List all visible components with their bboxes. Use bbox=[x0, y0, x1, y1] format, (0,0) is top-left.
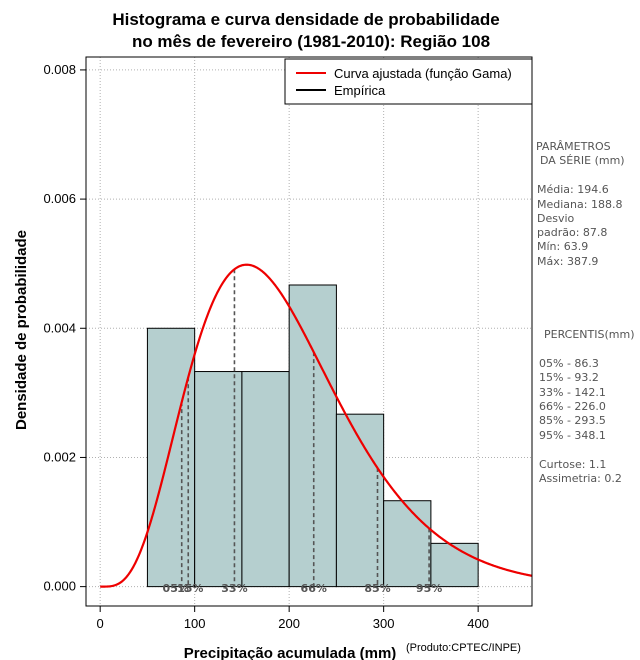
legend: Curva ajustada (função Gama) Empírica bbox=[284, 58, 533, 105]
x-axis-label: Precipitação acumulada (mm) bbox=[184, 645, 397, 660]
histogram-bar-2 bbox=[241, 371, 290, 588]
stat-curtose: Curtose: 1.1 bbox=[539, 458, 606, 471]
stat-desvio-2: padrão: 87.8 bbox=[537, 226, 607, 239]
y-tick-label-1: 0.002 bbox=[43, 449, 76, 464]
percentile-label-05%: 05% bbox=[163, 582, 189, 595]
percentile-label-85%: 85% bbox=[364, 582, 390, 595]
credit-text: (Produto:CPTEC/INPE) bbox=[406, 642, 521, 654]
params-title-1: PARÂMETROS bbox=[536, 140, 611, 153]
stat-mediana: Mediana: 188.8 bbox=[537, 198, 622, 211]
histogram-bars bbox=[146, 284, 479, 588]
stat-assimetria: Assimetria: 0.2 bbox=[539, 472, 622, 485]
stat-desvio-1: Desvio bbox=[537, 212, 575, 225]
percentile-label-33%: 33% bbox=[221, 582, 247, 595]
stat-min: Mín: 63.9 bbox=[537, 240, 588, 253]
series-parameters-panel: PARÂMETROS DA SÉRIE (mm) Média: 194.6 Me… bbox=[536, 140, 625, 268]
y-axis-label: Densidade de probabilidade bbox=[13, 230, 30, 430]
percentile-66: 66% - 226.0 bbox=[539, 400, 606, 413]
legend-box bbox=[284, 58, 533, 105]
chart-title-line-2: no mês de fevereiro (1981-2010): Região … bbox=[132, 32, 490, 51]
plot-frame bbox=[85, 56, 533, 607]
percentile-95: 95% - 348.1 bbox=[539, 429, 606, 442]
percentile-05: 05% - 86.3 bbox=[539, 357, 599, 370]
x-tick-label-2: 200 bbox=[278, 616, 300, 631]
percentile-85: 85% - 293.5 bbox=[539, 414, 606, 427]
percentile-label-95%: 95% bbox=[416, 582, 442, 595]
gamma-curve-layer bbox=[100, 263, 533, 588]
percentile-label-15%: 15% bbox=[177, 582, 203, 595]
percentile-lines: 05%15% 33% 66% 85% 95% bbox=[163, 269, 442, 595]
x-tick-label-3: 300 bbox=[373, 616, 395, 631]
legend-label-empirical: Empírica bbox=[334, 83, 386, 98]
percentile-33: 33% - 142.1 bbox=[539, 386, 606, 399]
histogram-bar-5 bbox=[383, 500, 432, 588]
histogram-bar-3 bbox=[288, 284, 337, 588]
percentile-15: 15% - 93.2 bbox=[539, 371, 599, 384]
chart-title-line-1: Histograma e curva densidade de probabil… bbox=[112, 10, 499, 29]
stat-media: Média: 194.6 bbox=[537, 183, 609, 196]
percentiles-panel: PERCENTIS(mm) 05% - 86.3 15% - 93.2 33% … bbox=[539, 328, 635, 485]
x-tick-label-4: 400 bbox=[467, 616, 489, 631]
legend-label-gamma: Curva ajustada (função Gama) bbox=[334, 66, 512, 81]
y-tick-label-0: 0.000 bbox=[43, 579, 76, 594]
params-title-2: DA SÉRIE (mm) bbox=[540, 154, 625, 167]
y-tick-label-2: 0.004 bbox=[43, 320, 76, 335]
stat-max: Máx: 387.9 bbox=[537, 255, 598, 268]
axes: 0 100 200 300 400 0.000 0.002 0.004 0.006 0.008 bbox=[43, 62, 489, 631]
x-tick-label-1: 100 bbox=[184, 616, 206, 631]
y-tick-label-3: 0.006 bbox=[43, 191, 76, 206]
histogram-bar-6 bbox=[430, 542, 479, 588]
x-tick-label-0: 0 bbox=[97, 616, 104, 631]
percentis-title: PERCENTIS(mm) bbox=[544, 328, 635, 341]
gamma-density-curve bbox=[100, 263, 533, 588]
percentile-label-66%: 66% bbox=[301, 582, 327, 595]
y-tick-label-4: 0.008 bbox=[43, 62, 76, 77]
